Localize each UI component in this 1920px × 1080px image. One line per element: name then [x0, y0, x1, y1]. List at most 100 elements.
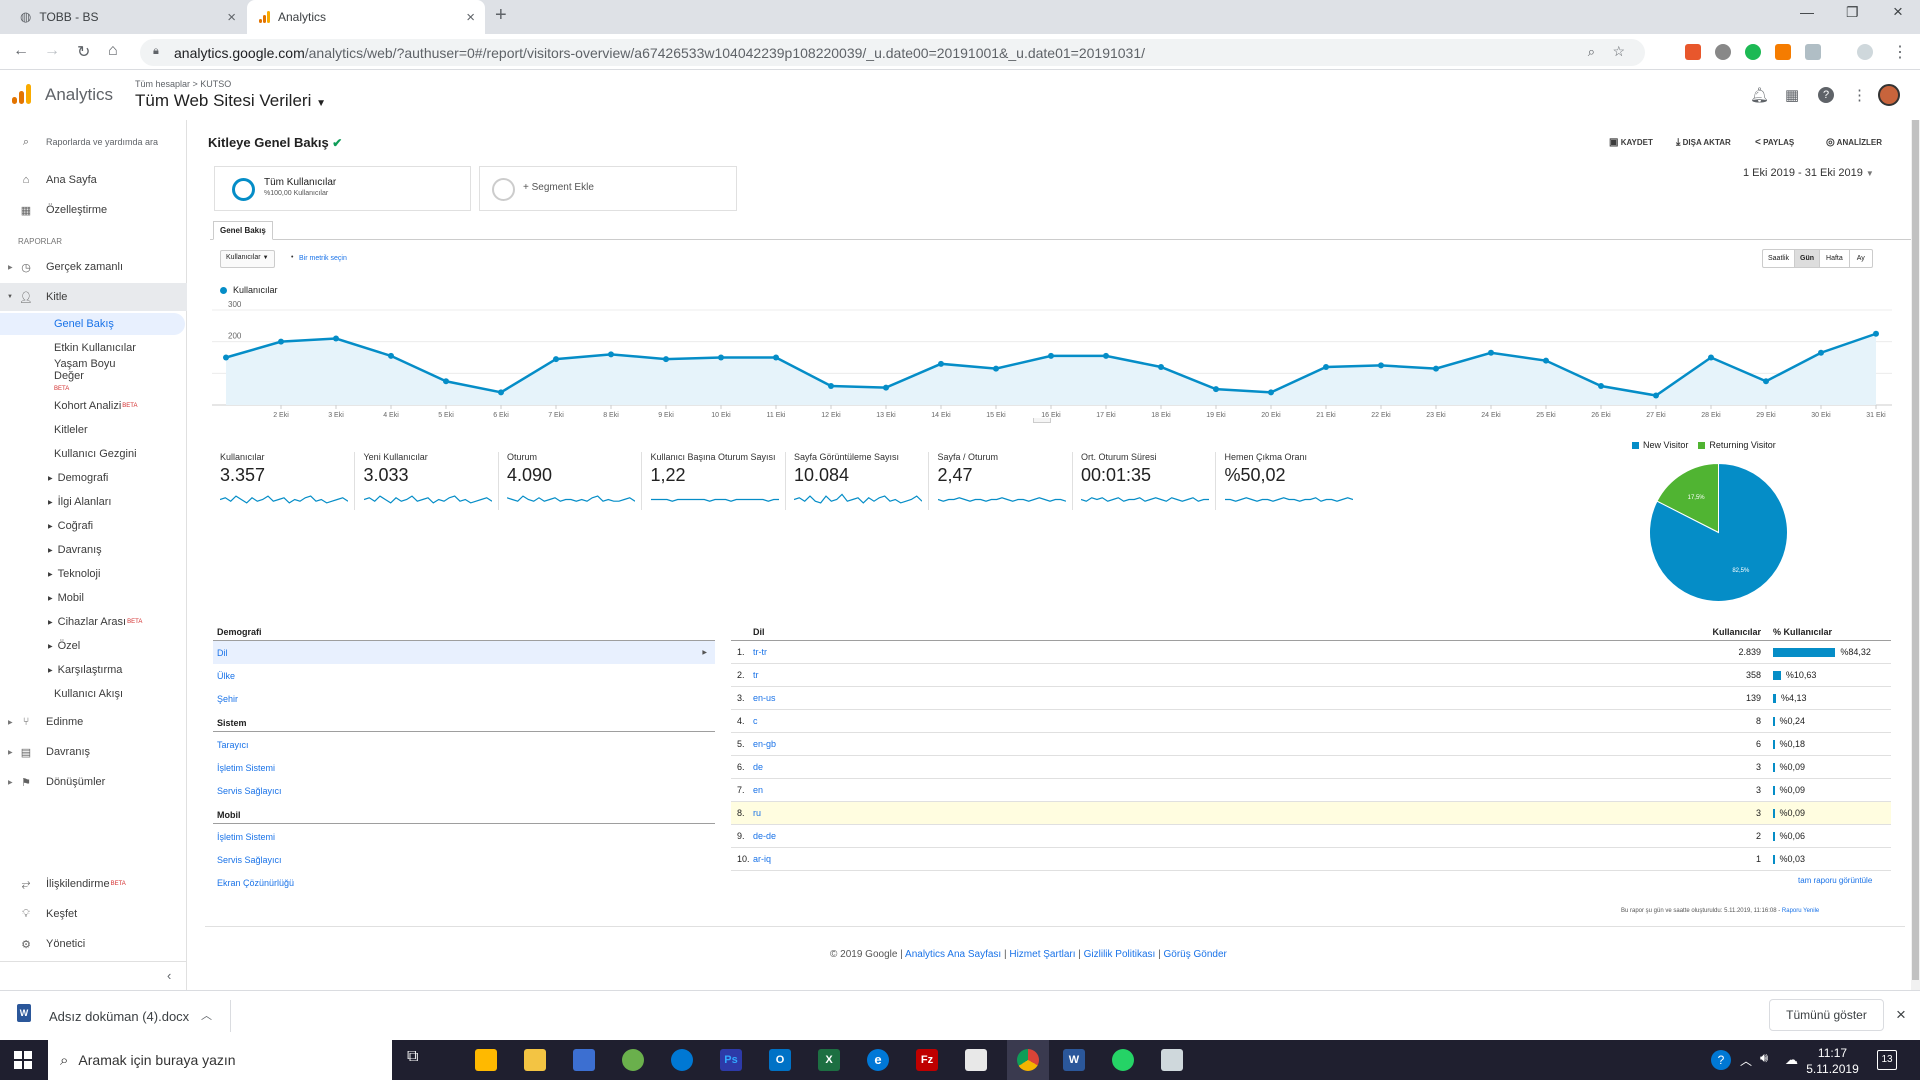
sidebar-item-admin[interactable]: ⚙ Yönetici — [0, 934, 187, 954]
browser-tab-analytics[interactable]: Analytics × — [247, 0, 485, 34]
back-icon[interactable]: ← — [13, 42, 29, 59]
sidebar-item-attribution[interactable]: ⥂ İlişkilendirme BETA — [0, 874, 187, 894]
account-avatar[interactable] — [1878, 84, 1900, 106]
apps-grid-icon[interactable]: ▦ — [1785, 87, 1800, 104]
file-explorer-icon[interactable] — [524, 1049, 546, 1071]
browser-tab-tobb[interactable]: ◍ TOBB - BS × — [8, 0, 246, 34]
sidebar-item-realtime[interactable]: ▶ ◷ Gerçek zamanlı — [8, 261, 124, 274]
select-metric-link[interactable]: Bir metrik seçin — [299, 255, 347, 262]
data-point[interactable] — [1543, 357, 1549, 364]
analytics-logo-icon[interactable] — [12, 84, 31, 104]
task-view-icon[interactable]: ⧉ — [407, 1048, 419, 1065]
sidebar-search[interactable]: ⌕ Raporlarda ve yardımda ara — [0, 133, 187, 151]
close-download-bar-icon[interactable]: × — [1896, 1005, 1906, 1024]
demo-item-language[interactable]: Dil ▶ — [213, 641, 715, 664]
data-point[interactable] — [1598, 383, 1604, 389]
footer-link-home[interactable]: Analytics Ana Sayfası — [905, 949, 1002, 960]
new-tab-button[interactable]: + — [495, 4, 507, 26]
data-point[interactable] — [1323, 364, 1329, 370]
app-name[interactable]: Analytics — [45, 85, 114, 104]
data-point[interactable] — [1818, 349, 1824, 356]
data-point[interactable] — [663, 356, 669, 363]
data-point[interactable] — [993, 365, 999, 372]
data-point[interactable] — [718, 354, 724, 361]
chrome-taskbar-active[interactable] — [1007, 1040, 1049, 1080]
footer-link-privacy[interactable]: Gizlilik Politikası — [1083, 949, 1156, 960]
granularity-month[interactable]: Ay — [1856, 255, 1865, 262]
excel-icon[interactable]: X — [818, 1049, 840, 1071]
data-point[interactable] — [1433, 365, 1439, 372]
row-language[interactable]: tr — [753, 670, 759, 680]
data-point[interactable] — [553, 356, 559, 363]
demo-item-country[interactable]: Ülke — [213, 664, 715, 687]
table-row[interactable]: 4. c 8 %0,24 — [731, 710, 1891, 733]
sidebar-item-acquisition[interactable]: ▶ ⑂ Edinme — [8, 716, 84, 728]
data-point[interactable] — [1268, 389, 1274, 396]
export-button[interactable]: ⤓ DIŞA AKTAR — [1676, 137, 1731, 148]
granularity-day[interactable]: Gün — [1795, 250, 1821, 267]
row-language[interactable]: tr-tr — [753, 647, 767, 657]
notifications-icon[interactable]: 13 — [1877, 1050, 1897, 1070]
insights-button[interactable]: ◎ ANALİZLER — [1826, 137, 1882, 148]
profile-icon[interactable] — [1857, 44, 1873, 60]
row-language[interactable]: en-gb — [753, 739, 777, 749]
row-language[interactable]: ar-iq — [753, 854, 772, 864]
data-point[interactable] — [773, 354, 779, 361]
data-point[interactable] — [828, 383, 834, 389]
table-row[interactable]: 6. de 3 %0,09 — [731, 756, 1891, 779]
sidebar-item-audiences[interactable]: Kitleler — [0, 420, 187, 440]
data-point[interactable] — [1103, 352, 1109, 359]
metric-card[interactable]: Sayfa Görüntüleme Sayısı 10.084 — [794, 452, 934, 506]
table-row[interactable]: 1. tr-tr 2.839 %84,32 — [731, 641, 1891, 664]
sidebar-group-demographics[interactable]: ▶ Demografi — [48, 472, 109, 484]
demo-item-mobile-provider[interactable]: Servis Sağlayıcı — [213, 848, 715, 871]
metric-card[interactable]: Ort. Oturum Süresi 00:01:35 — [1081, 452, 1221, 506]
page-scrollbar[interactable] — [1911, 120, 1920, 990]
whatsapp-icon[interactable] — [1112, 1049, 1134, 1071]
sidebar-group-technology[interactable]: ▶ Teknoloji — [48, 568, 101, 580]
tab-overview[interactable]: Genel Bakış — [213, 221, 273, 240]
edge-icon[interactable]: e — [867, 1049, 889, 1071]
sidebar-item-cohort[interactable]: Kohort Analizi BETA — [0, 396, 187, 416]
data-point[interactable] — [1378, 362, 1384, 369]
extension-green-icon[interactable] — [1745, 44, 1761, 60]
demo-item-provider[interactable]: Servis Sağlayıcı — [213, 779, 715, 802]
data-point[interactable] — [1213, 386, 1219, 393]
help-tray-icon[interactable]: ? — [1711, 1050, 1731, 1070]
date-range-picker[interactable]: 1 Eki 2019 - 31 Eki 2019 ▼ — [1743, 167, 1874, 179]
sidebar-group-behavior[interactable]: ▶ Davranış — [48, 544, 102, 556]
granularity-hourly[interactable]: Saatlik — [1763, 250, 1796, 267]
save-button[interactable]: ▣ KAYDET — [1609, 137, 1653, 148]
demo-item-mobile-os[interactable]: İşletim Sistemi — [213, 825, 715, 848]
metric-card[interactable]: Hemen Çıkma Oranı %50,02 — [1224, 452, 1365, 506]
minimize-icon[interactable]: — — [1800, 4, 1814, 20]
metric-card[interactable]: Oturum 4.090 — [507, 452, 647, 506]
row-language[interactable]: de — [753, 762, 764, 772]
sidebar-item-audience[interactable]: ▼ 👤︎ Kitle — [0, 283, 187, 311]
sidebar-group-cross-device[interactable]: ▶ Cihazlar Arası BETA — [48, 616, 143, 628]
full-report-link[interactable]: tam raporu görüntüle — [1798, 876, 1873, 885]
add-segment-button[interactable]: + Segment Ekle — [479, 166, 737, 211]
photoshop-icon[interactable]: Ps — [720, 1049, 742, 1071]
store-app-icon[interactable] — [475, 1049, 497, 1071]
table-row[interactable]: 7. en 3 %0,09 — [731, 779, 1891, 802]
data-point[interactable] — [608, 351, 614, 358]
extension-office-icon[interactable] — [1685, 44, 1701, 60]
browser-menu-icon[interactable]: ⋮ — [1892, 44, 1908, 61]
footer-link-feedback[interactable]: Görüş Gönder — [1163, 949, 1227, 960]
data-point[interactable] — [223, 354, 229, 361]
sidebar-item-user-explorer[interactable]: Kullanıcı Gezgini — [0, 444, 187, 464]
metric-card[interactable]: Sayfa / Oturum 2,47 — [937, 452, 1078, 506]
granularity-week[interactable]: Hafta — [1820, 250, 1850, 267]
demo-item-resolution[interactable]: Ekran Çözünürlüğü — [213, 871, 715, 894]
data-point[interactable] — [1763, 378, 1769, 385]
row-language[interactable]: en-us — [753, 693, 776, 703]
app-icon-3[interactable] — [671, 1049, 693, 1071]
show-all-downloads-button[interactable]: Tümünü göster — [1769, 999, 1884, 1031]
app-icon-4[interactable] — [965, 1049, 987, 1071]
row-language[interactable]: en — [753, 785, 764, 795]
sidebar-item-lifetime-value[interactable]: Yaşam Boyu Değer — [0, 358, 130, 388]
filezilla-icon[interactable]: Fz — [916, 1049, 938, 1071]
data-point[interactable] — [443, 378, 449, 385]
chart-resize-handle[interactable] — [1033, 418, 1051, 423]
